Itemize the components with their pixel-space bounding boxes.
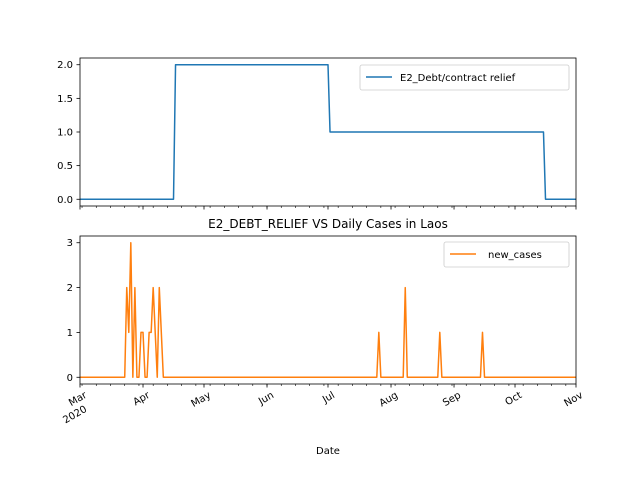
bottom-y-tick-label: 3 — [67, 238, 73, 249]
top-y-tick-label: 1.5 — [57, 94, 73, 105]
bottom-legend-label: new_cases — [488, 250, 542, 261]
top-y-tick-label: 2.0 — [57, 60, 73, 71]
top-plot: 0.0 0.5 1.0 1.5 2.0 E2_Debt/contract relief — [57, 57, 577, 210]
top-y-tick-label: 0.0 — [57, 195, 73, 206]
bottom-y-axis-ticks: 0 1 2 3 — [67, 238, 80, 384]
top-y-axis-ticks: 0.0 0.5 1.0 1.5 2.0 — [57, 60, 80, 206]
bottom-y-tick-label: 0 — [67, 373, 73, 384]
bottom-axes-frame — [79, 235, 577, 385]
bottom-legend: new_cases — [443, 241, 570, 268]
bottom-series-line-0 — [80, 241, 576, 379]
bottom-plot-title: E2_DEBT_RELIEF VS Daily Cases in Laos — [208, 217, 448, 231]
bottom-legend-box — [443, 241, 570, 268]
top-legend: E2_Debt/contract relief — [359, 64, 570, 91]
top-legend-box — [359, 64, 570, 91]
top-axes-frame — [79, 57, 577, 207]
top-y-tick-label: 1.0 — [57, 128, 73, 139]
bottom-y-tick-label: 2 — [67, 283, 73, 294]
bottom-x-axis-label: Date — [316, 446, 340, 457]
top-series-line-0 — [80, 63, 576, 201]
bottom-y-tick-label: 1 — [67, 328, 73, 339]
top-y-tick-label: 0.5 — [57, 161, 73, 172]
top-legend-label: E2_Debt/contract relief — [400, 73, 516, 84]
bottom-series-layer — [80, 241, 576, 379]
top-series-layer — [80, 63, 576, 201]
